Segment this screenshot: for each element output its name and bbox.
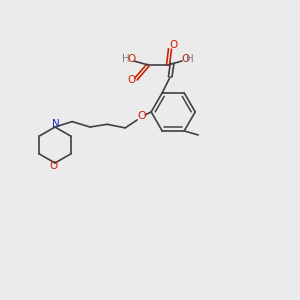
Text: O: O (138, 111, 147, 121)
Text: O: O (128, 75, 136, 85)
Text: O: O (181, 54, 189, 64)
Text: H: H (122, 54, 130, 64)
Text: O: O (127, 54, 135, 64)
Text: N: N (52, 119, 60, 129)
Text: H: H (186, 54, 194, 64)
Text: O: O (50, 161, 58, 171)
Text: O: O (170, 40, 178, 50)
